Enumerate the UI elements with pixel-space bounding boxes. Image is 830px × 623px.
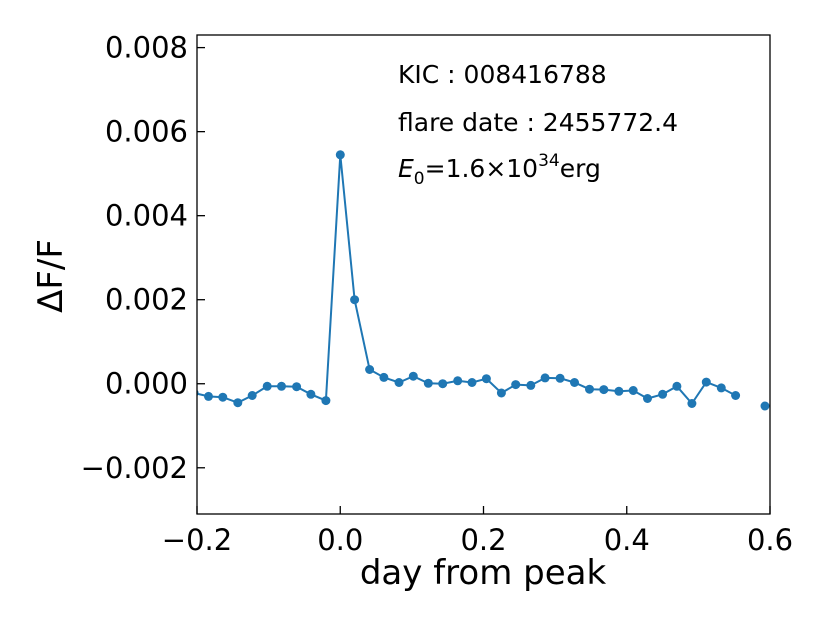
- y-tick-label: 0.002: [105, 283, 188, 317]
- data-point: [350, 295, 360, 305]
- x-tick-label: 0.0: [317, 523, 363, 557]
- x-axis-title: day from peak: [360, 553, 607, 593]
- data-point: [262, 381, 272, 391]
- data-point: [247, 391, 257, 400]
- data-point: [658, 389, 668, 399]
- data-point: [496, 388, 506, 398]
- data-point: [599, 385, 609, 395]
- plot-frame: [196, 34, 771, 515]
- y-axis-title: ΔF/F: [31, 239, 71, 313]
- series-line: [197, 154, 737, 406]
- data-point: [408, 371, 418, 381]
- data-point: [687, 399, 697, 408]
- data-point: [731, 391, 741, 400]
- data-point: [585, 384, 594, 394]
- data-point: [628, 386, 638, 395]
- data-point: [453, 376, 463, 386]
- y-tick-label: 0.008: [105, 31, 188, 65]
- data-point: [672, 381, 682, 391]
- y-tick-label: 0.004: [105, 199, 188, 233]
- data-point: [423, 378, 433, 388]
- energy-value: =1.6×10: [425, 154, 538, 183]
- data-point: [335, 150, 345, 160]
- annotation-flare-date: flare date : 2455772.4: [398, 108, 678, 137]
- data-point: [540, 373, 550, 383]
- data-point: [526, 380, 536, 390]
- data-point: [204, 391, 213, 401]
- x-tick-label: −0.2: [162, 523, 232, 557]
- y-tick-label: −0.002: [81, 451, 188, 485]
- data-point: [233, 398, 243, 408]
- annotation-kic: KIC : 008416788: [398, 60, 607, 89]
- y-tick-label: 0.000: [105, 367, 188, 401]
- data-point: [614, 386, 624, 396]
- energy-exponent: 34: [538, 151, 560, 171]
- data-point: [716, 383, 726, 393]
- data-point: [511, 380, 521, 390]
- data-point: [218, 392, 228, 402]
- data-point: [379, 372, 389, 382]
- x-tick-label: 0.4: [604, 523, 650, 557]
- data-point: [306, 389, 316, 399]
- data-point: [438, 379, 448, 389]
- data-point: [760, 401, 770, 411]
- data-point: [277, 381, 286, 391]
- x-tick-label: 0.2: [460, 523, 506, 557]
- axis-ticks: −0.2 0.0 0.2 0.4 0.6 −0.002 0.000 0.002 0.004 0.0…: [81, 31, 793, 557]
- data-point: [570, 378, 579, 387]
- energy-unit: erg: [560, 154, 601, 183]
- data-point: [467, 378, 477, 387]
- energy-subscript: 0: [414, 169, 425, 189]
- data-point: [394, 378, 404, 387]
- x-tick-label: 0.6: [747, 523, 793, 557]
- data-point: [701, 377, 711, 387]
- data-point: [365, 365, 375, 374]
- y-tick-label: 0.006: [105, 115, 188, 149]
- data-point: [292, 382, 302, 392]
- data-point: [321, 396, 331, 406]
- data-series: [197, 150, 770, 411]
- data-point: [643, 394, 652, 403]
- annotation-energy: E0=1.6×1034erg: [398, 151, 601, 189]
- data-point: [555, 373, 565, 383]
- data-point: [481, 374, 491, 384]
- energy-symbol: E: [398, 154, 414, 183]
